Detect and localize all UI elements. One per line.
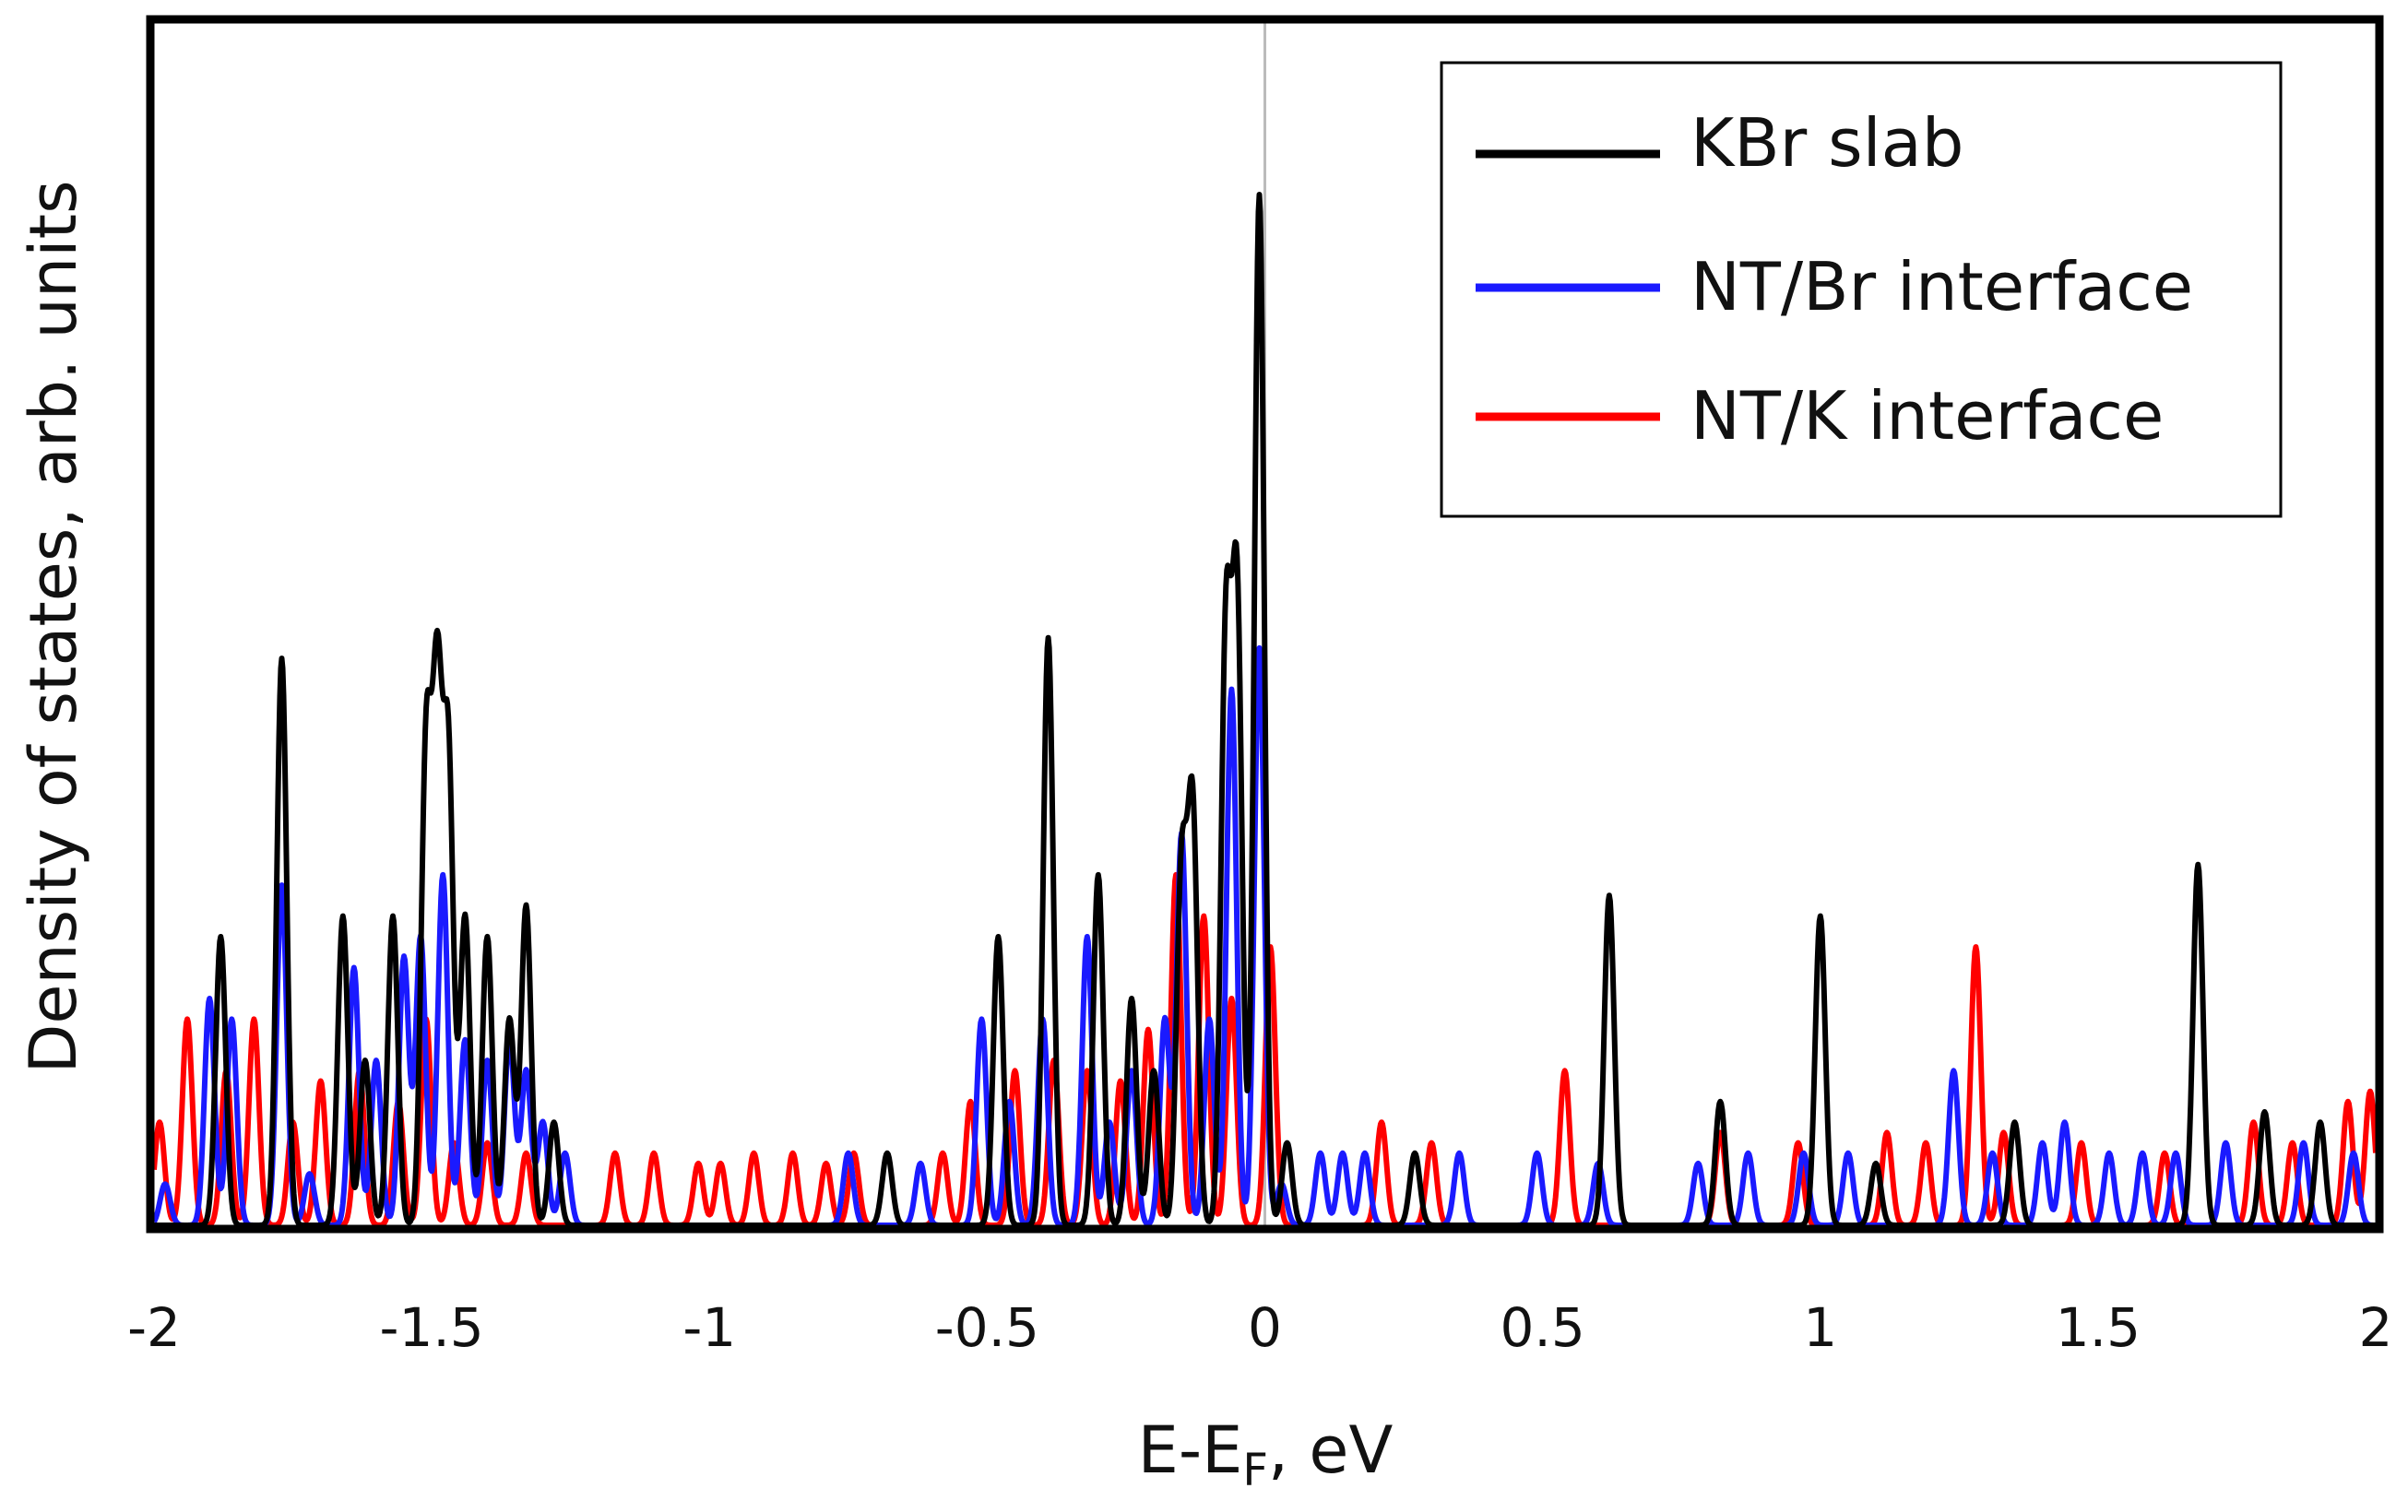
x-tick-label: 1.5: [2056, 1296, 2141, 1359]
x-tick-label: -2: [127, 1296, 181, 1359]
x-tick-label: 2: [2359, 1296, 2393, 1359]
x-tick-label: -0.5: [935, 1296, 1039, 1359]
x-tick-label: 1: [1803, 1296, 1837, 1359]
y-axis-title: Density of states, arb. units: [16, 180, 91, 1073]
x-axis-title: E-EF, eV: [1138, 1412, 1394, 1496]
x-tick-label: 0: [1248, 1296, 1282, 1359]
x-tick-label: -1.5: [380, 1296, 484, 1359]
x-tick-label: 0.5: [1501, 1296, 1585, 1359]
legend-label-kbr: KBr slab: [1690, 104, 1963, 182]
legend-label-ntk: NT/K interface: [1690, 377, 2164, 455]
series-line-kbr-slab: [152, 192, 2378, 1228]
legend-label-ntbr: NT/Br interface: [1690, 248, 2193, 325]
plot-frame: [146, 15, 2384, 1234]
x-tick-label: -1: [682, 1296, 736, 1359]
legend: KBr slab NT/Br interface NT/K interface: [1440, 61, 2283, 518]
